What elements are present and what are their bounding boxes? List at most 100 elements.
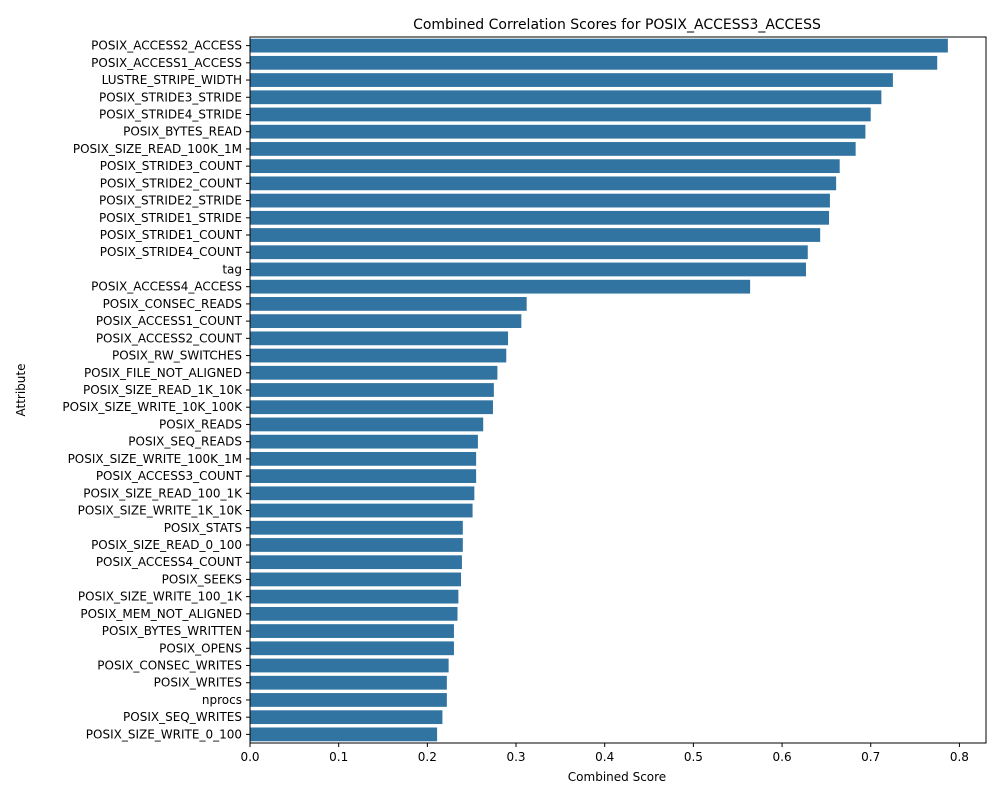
bar-posix-stride2-count bbox=[250, 176, 837, 191]
y-tick-label: POSIX_CONSEC_WRITES bbox=[97, 659, 242, 673]
bar-posix-file-not-aligned bbox=[250, 365, 498, 380]
y-tick-label: POSIX_ACCESS4_COUNT bbox=[96, 555, 243, 569]
bar-posix-stride3-stride bbox=[250, 90, 882, 105]
y-tick-label: POSIX_SEEKS bbox=[162, 572, 242, 586]
y-tick-label: nprocs bbox=[202, 693, 242, 707]
y-tick-label: POSIX_BYTES_READ bbox=[123, 125, 242, 139]
y-tick-label: POSIX_SIZE_WRITE_100_1K bbox=[78, 590, 243, 604]
bar-posix-consec-writes bbox=[250, 658, 449, 673]
y-tick-label: POSIX_STRIDE4_STRIDE bbox=[99, 107, 242, 121]
y-tick-label: POSIX_RW_SWITCHES bbox=[112, 349, 242, 363]
y-tick-label: POSIX_ACCESS2_COUNT bbox=[96, 331, 243, 345]
y-tick-label: POSIX_BYTES_WRITTEN bbox=[102, 624, 242, 638]
y-tick-label: POSIX_SEQ_WRITES bbox=[123, 710, 242, 724]
y-tick-label: POSIX_ACCESS3_COUNT bbox=[96, 469, 243, 483]
bar-posix-writes bbox=[250, 675, 447, 690]
y-tick-label: POSIX_ACCESS2_ACCESS bbox=[91, 39, 242, 53]
y-tick-label: POSIX_ACCESS4_ACCESS bbox=[91, 280, 242, 294]
y-tick-label: POSIX_SIZE_WRITE_1K_10K bbox=[78, 504, 243, 518]
y-tick-label: POSIX_STRIDE4_COUNT bbox=[100, 245, 243, 259]
y-tick-label: POSIX_STRIDE2_STRIDE bbox=[99, 194, 242, 208]
y-tick-label: POSIX_SIZE_READ_1K_10K bbox=[83, 383, 243, 397]
bar-posix-access3-count bbox=[250, 469, 477, 483]
bar-posix-size-write-100-1k bbox=[250, 589, 459, 604]
y-tick-label: POSIX_SIZE_WRITE_100K_1M bbox=[68, 452, 242, 466]
y-tick-label: POSIX_STRIDE3_STRIDE bbox=[99, 90, 242, 104]
x-tick-label: 0.3 bbox=[506, 750, 525, 764]
bar-posix-stride2-stride bbox=[250, 193, 830, 208]
x-axis-title: Combined Score bbox=[568, 770, 666, 784]
x-tick-label: 0.5 bbox=[684, 750, 703, 764]
y-tick-label: POSIX_MEM_NOT_ALIGNED bbox=[80, 607, 242, 621]
y-tick-label: POSIX_OPENS bbox=[159, 641, 242, 655]
bar-tag bbox=[250, 262, 806, 277]
y-tick-label: POSIX_STRIDE1_COUNT bbox=[100, 228, 243, 242]
bar-posix-size-read-100k-1m bbox=[250, 142, 856, 156]
y-tick-label: POSIX_CONSEC_READS bbox=[103, 297, 242, 311]
y-tick-label: tag bbox=[222, 262, 242, 276]
y-tick-label: POSIX_WRITES bbox=[154, 676, 242, 690]
x-axis: 0.0 0.1 0.2 0.3 0.4 0.5 0.6 0.7 0.8 bbox=[240, 743, 969, 764]
x-tick-label: 0.8 bbox=[950, 750, 969, 764]
bar-posix-seq-reads bbox=[250, 434, 478, 449]
bar-posix-size-write-0-100 bbox=[250, 727, 438, 742]
y-tick-label: POSIX_SIZE_READ_100K_1M bbox=[73, 142, 242, 156]
y-tick-label: POSIX_SEQ_READS bbox=[128, 435, 242, 449]
bar-posix-size-write-10k-100k bbox=[250, 400, 493, 415]
bar-posix-consec-reads bbox=[250, 297, 527, 311]
x-tick-label: 0.4 bbox=[595, 750, 614, 764]
bar-posix-opens bbox=[250, 641, 454, 656]
bar-posix-reads bbox=[250, 417, 484, 432]
bar-nprocs bbox=[250, 693, 447, 707]
y-tick-label: POSIX_SIZE_READ_100_1K bbox=[83, 486, 243, 500]
bar-posix-access2-access bbox=[250, 38, 948, 53]
bar-posix-size-read-100-1k bbox=[250, 486, 475, 501]
y-tick-label: POSIX_SIZE_READ_0_100 bbox=[91, 538, 242, 552]
y-tick-label: POSIX_ACCESS1_ACCESS bbox=[91, 56, 242, 70]
bar-posix-access4-count bbox=[250, 555, 462, 570]
x-tick-label: 0.1 bbox=[329, 750, 348, 764]
bar-posix-size-read-0-100 bbox=[250, 538, 463, 552]
y-tick-label: POSIX_STATS bbox=[164, 521, 242, 535]
y-tick-label: POSIX_READS bbox=[159, 417, 242, 431]
plot-frame bbox=[249, 36, 987, 744]
y-tick-label: POSIX_ACCESS1_COUNT bbox=[96, 314, 243, 328]
bar-posix-access1-count bbox=[250, 314, 522, 329]
bar-posix-stride3-count bbox=[250, 159, 840, 174]
bar-posix-seeks bbox=[250, 572, 462, 587]
bar-posix-stats bbox=[250, 520, 463, 535]
bar-posix-seq-writes bbox=[250, 710, 443, 725]
chart-title: Combined Correlation Scores for POSIX_AC… bbox=[413, 17, 821, 33]
y-tick-label: POSIX_STRIDE2_COUNT bbox=[100, 176, 243, 190]
bar-lustre-stripe-width bbox=[250, 73, 893, 87]
bar-posix-stride1-count bbox=[250, 228, 821, 242]
y-axis: POSIX_ACCESS2_ACCESS POSIX_ACCESS1_ACCESS… bbox=[62, 39, 250, 741]
y-tick-label: POSIX_FILE_NOT_ALIGNED bbox=[84, 366, 242, 380]
y-tick-label: POSIX_STRIDE3_COUNT bbox=[100, 159, 243, 173]
x-tick-label: 0.2 bbox=[418, 750, 437, 764]
bar-posix-rw-switches bbox=[250, 348, 507, 363]
bar-posix-size-read-1k-10k bbox=[250, 383, 494, 397]
bar-posix-stride4-stride bbox=[250, 107, 871, 122]
y-tick-label: POSIX_SIZE_WRITE_10K_100K bbox=[62, 400, 243, 414]
bar-posix-bytes-written bbox=[250, 624, 454, 638]
bar-posix-access4-access bbox=[250, 279, 751, 294]
bar-posix-size-write-1k-10k bbox=[250, 503, 473, 518]
x-tick-label: 0.6 bbox=[773, 750, 792, 764]
bar-posix-size-write-100k-1m bbox=[250, 451, 477, 466]
bar-posix-bytes-read bbox=[250, 124, 866, 139]
bar-posix-access2-count bbox=[250, 331, 509, 346]
y-tick-label: LUSTRE_STRIPE_WIDTH bbox=[102, 73, 242, 87]
y-tick-label: POSIX_SIZE_WRITE_0_100 bbox=[86, 727, 242, 741]
bar-posix-access1-access bbox=[250, 55, 938, 70]
bar-posix-mem-not-aligned bbox=[250, 606, 458, 621]
x-tick-label: 0.7 bbox=[861, 750, 880, 764]
bar-posix-stride4-count bbox=[250, 245, 808, 260]
x-tick-label: 0.0 bbox=[240, 750, 259, 764]
bar-posix-stride1-stride bbox=[250, 210, 830, 225]
bars-layer bbox=[250, 38, 948, 742]
y-tick-label: POSIX_STRIDE1_STRIDE bbox=[99, 211, 242, 225]
y-axis-title: Attribute bbox=[14, 364, 28, 417]
